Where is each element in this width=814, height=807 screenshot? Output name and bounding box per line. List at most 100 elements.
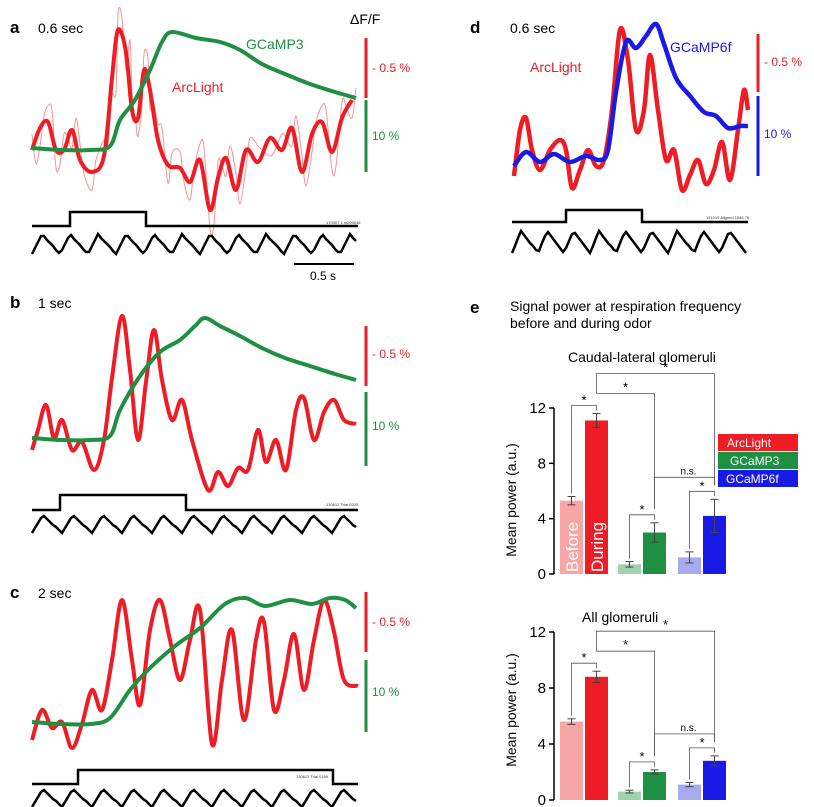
panel-b-green-scale-label: 10 % xyxy=(372,419,400,433)
legend-swatch-gcamp3 xyxy=(718,452,798,469)
panel-d-gcamp6f-label: GCaMP6f xyxy=(670,39,732,55)
panel-c-odor-trace xyxy=(32,768,358,786)
significance-bracket xyxy=(689,747,715,780)
panel-a-arclight-trace xyxy=(30,27,354,213)
panel-letter-e: e xyxy=(470,298,479,317)
panel-c-gcamp3-trace xyxy=(31,595,358,727)
panel-a-arclight-label: ArcLight xyxy=(172,79,223,95)
significance-bracket xyxy=(571,662,597,716)
panel-c: c 2 sec - 0.5 % 10 % 130612 Trial 0169 xyxy=(10,583,410,807)
panel-a-gcamp3-trace xyxy=(31,29,357,153)
significance-star: * xyxy=(623,380,628,395)
panel-b-respiration-trace xyxy=(30,514,357,536)
panel-b-trace-id: 130612 Trial 0203 xyxy=(326,502,359,507)
significance-bracket xyxy=(596,373,715,486)
panel-a-respiration-trace xyxy=(30,231,357,257)
bar-before-arclight xyxy=(560,721,583,800)
bar-during-gcamp6f xyxy=(703,760,726,800)
legend-swatch-arclight xyxy=(718,434,798,451)
significance-star: * xyxy=(581,650,586,665)
panel-d-red-scale-label: - 0.5 % xyxy=(764,55,802,69)
y-tick-label: 8 xyxy=(538,680,546,697)
panel-b: b 1 sec - 0.5 % 10 % 130612 Trial 0203 xyxy=(10,293,410,536)
panel-a-trace-id: 170407 1 m203046 xyxy=(326,220,361,225)
panel-c-green-scale-label: 10 % xyxy=(372,685,400,699)
y-tick-label: 0 xyxy=(538,566,546,583)
panel-letter-b: b xyxy=(10,293,20,312)
panel-a-time-scale-label: 0.5 s xyxy=(310,269,336,283)
bar-before-gcamp6f xyxy=(678,784,701,800)
panel-d-respiration-trace xyxy=(510,228,747,256)
bar-during-arclight xyxy=(585,676,608,800)
significance-bracket xyxy=(629,761,655,788)
chart1-title: Caudal-lateral glomeruli xyxy=(568,349,716,365)
bar-chart-caudal-lateral: Caudal-lateral glomeruli Mean power (a.u… xyxy=(503,349,726,583)
chart2-ylabel: Mean power (a.u.) xyxy=(503,653,519,767)
significance-star: * xyxy=(623,637,628,652)
panel-a-odor-trace xyxy=(32,210,358,228)
panel-letter-a: a xyxy=(10,18,20,37)
panel-b-duration: 1 sec xyxy=(38,295,71,311)
legend-swatch-gcamp6f xyxy=(718,470,798,487)
significance-bracket xyxy=(629,514,655,559)
panel-letter-d: d xyxy=(470,18,480,37)
chart1-ylabel: Mean power (a.u.) xyxy=(503,443,519,557)
ns-label: n.s. xyxy=(680,466,696,477)
panel-c-trace-id: 130612 Trial 0169 xyxy=(296,774,329,779)
panel-a-duration: 0.6 sec xyxy=(38,20,83,36)
y-tick-label: 4 xyxy=(538,511,546,528)
panel-a-red-scale-label: - 0.5 % xyxy=(372,61,410,75)
panel-d-trace-id: 151019 Aligned 1546 79 xyxy=(706,215,750,220)
panel-d-arclight-label: ArcLight xyxy=(530,59,581,75)
panel-c-red-scale-label: - 0.5 % xyxy=(372,615,410,629)
panel-d-duration: 0.6 sec xyxy=(510,20,555,36)
significance-star: * xyxy=(663,617,668,632)
y-tick-label: 12 xyxy=(529,400,546,417)
significance-bracket xyxy=(571,405,597,494)
panel-d-arclight-trace xyxy=(511,25,751,194)
y-tick-label: 0 xyxy=(538,792,546,807)
panel-a: a 0.6 sec ΔF/F ArcLight GCaMP3 - 0.5 % 1… xyxy=(10,6,410,283)
panel-a-arclight-raw-trace xyxy=(31,6,357,236)
panel-b-gcamp3-trace xyxy=(31,316,357,443)
panel-d-blue-scale-label: 10 % xyxy=(764,127,792,141)
significance-star: * xyxy=(581,393,586,408)
legend: ArcLight GCaMP3 GCaMP6f xyxy=(718,434,798,487)
panel-letter-c: c xyxy=(10,583,19,602)
panel-d-odor-trace xyxy=(512,208,748,224)
significance-star: * xyxy=(663,360,668,375)
significance-star: * xyxy=(639,749,644,764)
panel-e: e Signal power at respiration frequency … xyxy=(470,298,798,807)
panel-a-green-scale-label: 10 % xyxy=(372,129,400,143)
bar-before-gcamp3 xyxy=(618,791,641,800)
significance-star: * xyxy=(639,502,644,517)
bar-during-gcamp3 xyxy=(643,772,666,800)
bar-label-during: During xyxy=(588,522,607,572)
chart2-title: All glomeruli xyxy=(582,609,658,625)
bar-before-gcamp6f xyxy=(678,557,701,574)
panel-a-gcamp3-label: GCaMP3 xyxy=(246,36,304,52)
significance-star: * xyxy=(699,478,704,493)
significance-bracket xyxy=(596,630,715,742)
ns-bracket xyxy=(654,476,715,509)
panel-b-arclight-trace xyxy=(30,313,357,493)
bar-during-gcamp3 xyxy=(643,532,666,574)
bar-before-gcamp3 xyxy=(618,564,641,574)
bar-during-arclight xyxy=(585,420,608,574)
bar-label-before: Before xyxy=(563,522,582,572)
bar-chart-all-glomeruli: All glomeruli Mean power (a.u.) 0 4 8 12 * * *… xyxy=(503,609,726,807)
bar-during-gcamp6f xyxy=(703,515,726,574)
y-tick-label: 12 xyxy=(529,624,546,641)
panel-a-dff-label: ΔF/F xyxy=(350,11,380,27)
ns-label: n.s. xyxy=(680,723,696,734)
bar-before-arclight xyxy=(560,500,583,574)
legend-label-arclight: ArcLight xyxy=(727,436,772,450)
significance-bracket xyxy=(689,490,715,549)
panel-c-respiration-trace xyxy=(30,788,357,807)
y-tick-label: 8 xyxy=(538,455,546,472)
panel-d-gcamp6f-trace xyxy=(512,21,749,168)
ns-bracket xyxy=(654,733,715,756)
legend-label-gcamp6f: GCaMP6f xyxy=(726,472,779,486)
panel-c-duration: 2 sec xyxy=(38,585,71,601)
